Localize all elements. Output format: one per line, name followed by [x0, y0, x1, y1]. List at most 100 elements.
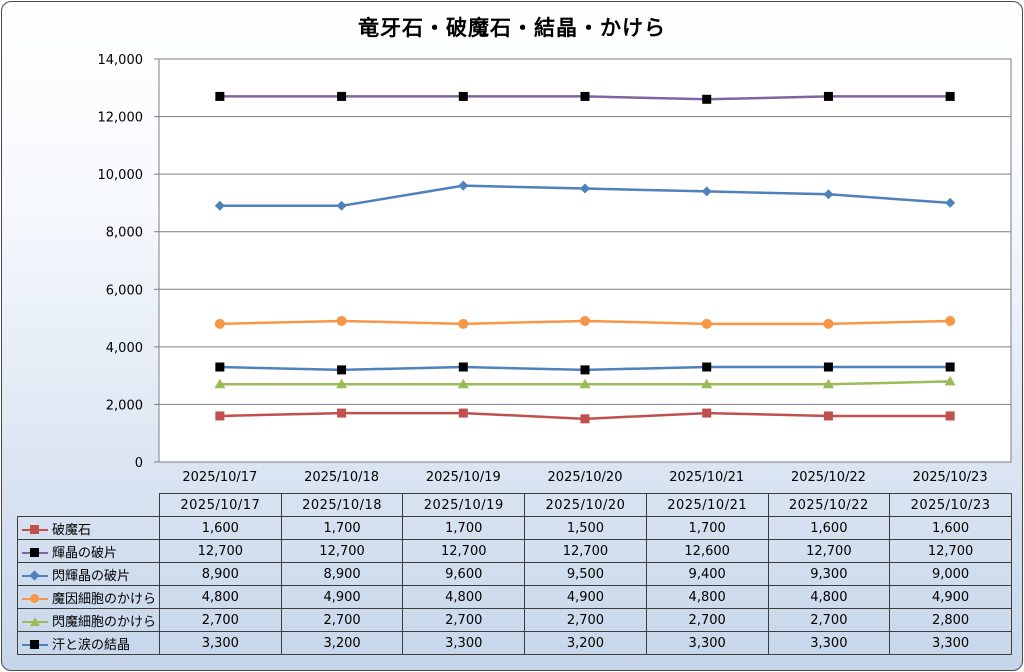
table-value-cell: 3,300 — [159, 631, 282, 655]
data-point — [458, 318, 469, 329]
data-point — [336, 315, 347, 326]
table-value-cell: 9,600 — [402, 562, 526, 586]
table-date-header: 2025/10/17 — [159, 493, 282, 517]
line-chart: 0 2,000 4,000 6,000 8,000 10,000 12,000 14,000 2… — [98, 53, 1012, 485]
legend-swatch-icon — [22, 639, 48, 651]
table-date-header: 2025/10/23 — [889, 493, 1012, 517]
table-value-cell: 12,700 — [402, 539, 526, 563]
data-point — [823, 318, 834, 329]
data-point — [945, 315, 956, 326]
table-date-header: 2025/10/18 — [280, 493, 404, 517]
table-value-cell: 2,700 — [524, 608, 647, 632]
y-tick-label: 10,000 — [98, 168, 144, 183]
table-value-cell: 12,700 — [524, 539, 647, 563]
table-value-cell: 3,300 — [767, 631, 891, 655]
data-point — [701, 318, 712, 329]
table-value-cell: 9,400 — [645, 562, 769, 586]
legend-swatch-icon — [22, 616, 48, 628]
table-value-cell: 8,900 — [159, 562, 282, 586]
data-point — [214, 378, 226, 389]
table-date-header: 2025/10/20 — [524, 493, 647, 517]
table-value-cell: 9,500 — [524, 562, 647, 586]
table-value-cell: 2,800 — [889, 608, 1012, 632]
data-point — [458, 408, 468, 418]
table-value-cell: 12,700 — [767, 539, 891, 563]
table-value-cell: 12,600 — [645, 539, 769, 563]
data-point — [457, 378, 469, 389]
data-table: 2025/10/17 2025/10/18 2025/10/19 2025/10/20… — [17, 493, 1012, 655]
series-legend-cell: 閃輝晶の破片 — [17, 562, 160, 586]
x-tick-label: 2025/10/22 — [791, 470, 866, 485]
data-point — [458, 91, 468, 101]
data-point — [823, 189, 834, 200]
series-name: 破魔石 — [52, 522, 92, 538]
data-point — [214, 200, 225, 211]
y-tick-label: 8,000 — [106, 226, 143, 241]
data-point — [945, 197, 956, 208]
data-point — [215, 411, 225, 421]
table-value-cell: 1,600 — [767, 516, 891, 540]
table-value-cell: 2,700 — [645, 608, 769, 632]
series-legend-cell: 閃魔細胞のかけら — [17, 608, 160, 632]
y-tick-label: 12,000 — [98, 111, 144, 126]
data-point — [580, 365, 590, 375]
data-point — [337, 408, 347, 418]
table-value-cell: 9,000 — [889, 562, 1012, 586]
table-value-cell: 3,300 — [889, 631, 1012, 655]
data-point — [701, 378, 713, 389]
data-point — [458, 362, 468, 372]
x-tick-label: 2025/10/18 — [304, 470, 379, 485]
table-row: 閃輝晶の破片 8,900 8,900 9,600 9,500 9,400 9,300 9,00… — [17, 562, 1012, 586]
data-point — [823, 362, 833, 372]
data-point — [822, 378, 834, 389]
data-point — [214, 318, 225, 329]
data-point — [337, 91, 347, 101]
table-date-header: 2025/10/22 — [767, 493, 891, 517]
data-point — [337, 365, 347, 375]
legend-swatch-icon — [22, 570, 48, 582]
data-point — [580, 315, 590, 326]
data-point — [580, 183, 590, 194]
data-point — [458, 180, 469, 191]
table-value-cell: 3,200 — [280, 631, 404, 655]
y-tick-label: 2,000 — [106, 398, 143, 413]
table-row: 閃魔細胞のかけら 2,700 2,700 2,700 2,700 2,700 2,700 2,… — [17, 608, 1012, 632]
table-value-cell: 1,700 — [645, 516, 769, 540]
plot-area — [158, 58, 1012, 463]
y-tick-label: 0 — [135, 456, 143, 471]
table-value-cell: 4,800 — [767, 585, 891, 609]
table-value-cell: 3,300 — [645, 631, 769, 655]
data-point — [215, 91, 225, 101]
series-name: 汗と涙の結晶 — [52, 637, 131, 653]
table-value-cell: 12,700 — [159, 539, 282, 563]
data-point — [944, 375, 956, 386]
x-tick-label: 2025/10/20 — [548, 470, 623, 485]
series-name: 魔因細胞のかけら — [52, 591, 157, 607]
x-tick-label: 2025/10/17 — [182, 470, 257, 485]
x-tick-label: 2025/10/23 — [913, 470, 988, 485]
table-row: 魔因細胞のかけら 4,800 4,900 4,800 4,900 4,800 4,800 4,… — [17, 585, 1012, 609]
chart-title: 竜牙石・破魔石・結晶・かけら — [358, 16, 666, 40]
table-value-cell: 3,300 — [402, 631, 526, 655]
y-tick-label: 6,000 — [106, 283, 143, 298]
table-row: 破魔石 1,600 1,700 1,700 1,500 1,700 1,600 1,600 — [17, 516, 1012, 540]
data-point — [215, 362, 225, 372]
series-legend-cell: 魔因細胞のかけら — [17, 585, 160, 609]
data-point — [945, 91, 955, 101]
legend-swatch-icon — [22, 547, 48, 559]
y-tick-label: 14,000 — [98, 53, 144, 68]
table-value-cell: 2,700 — [159, 608, 282, 632]
data-point — [702, 408, 712, 418]
x-tick-label: 2025/10/21 — [669, 470, 744, 485]
data-point — [702, 94, 712, 104]
table-value-cell: 12,700 — [280, 539, 404, 563]
series-name: 閃輝晶の破片 — [52, 568, 131, 584]
table-row: 汗と涙の結晶 3,300 3,200 3,300 3,200 3,300 3,300 3,30… — [17, 631, 1012, 655]
series-name: 輝晶の破片 — [52, 545, 118, 561]
table-value-cell: 2,700 — [767, 608, 891, 632]
data-point — [336, 200, 347, 211]
series-legend-cell: 破魔石 — [17, 516, 160, 540]
data-point — [945, 362, 955, 372]
table-value-cell: 4,900 — [889, 585, 1012, 609]
